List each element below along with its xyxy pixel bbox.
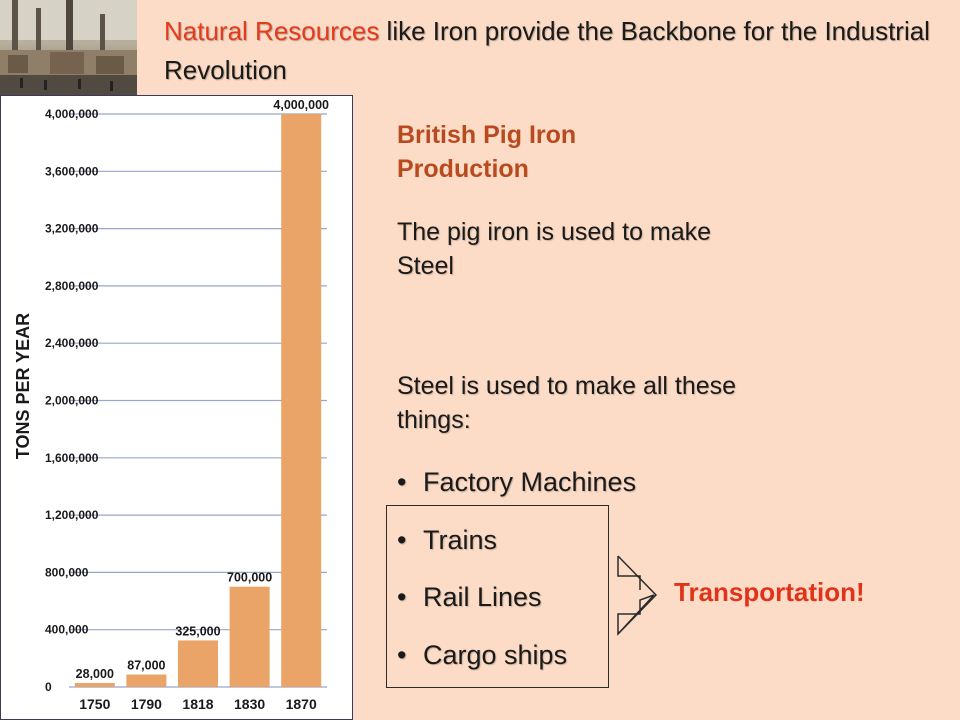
- x-tick-label: 1750: [79, 696, 110, 712]
- y-tick-label: 2,400,000: [45, 336, 99, 350]
- steel-note: The pig iron is used to make Steel: [397, 218, 712, 280]
- data-label: 4,000,000: [273, 98, 329, 112]
- x-tick-label: 1870: [286, 696, 317, 712]
- x-tick-label: 1790: [131, 696, 162, 712]
- slide-title: Natural Resources like Iron provide the …: [164, 12, 944, 90]
- list-item-label: Trains: [423, 524, 498, 555]
- x-tick-label: 1830: [234, 696, 265, 712]
- transportation-label: Transportation!: [674, 577, 865, 607]
- bar: [74, 682, 115, 687]
- bullet-dot: •: [397, 582, 407, 612]
- bar-chart-svg: 0 400,000 800,000 1,200,000 1,600,000 2,000,0…: [13, 98, 329, 712]
- arrow-right-icon: [617, 555, 658, 636]
- factory-scene-image: [0, 0, 137, 97]
- list-item-label: Rail Lines: [423, 582, 542, 612]
- y-tick-label: 0: [45, 680, 52, 694]
- bullet-dot: •: [397, 639, 407, 670]
- y-tick-label: 1,600,000: [45, 451, 99, 465]
- y-tick-label: 800,000: [45, 565, 89, 579]
- steel-uses-list: • Factory Machines • Trains • Rail Lines • C…: [397, 464, 636, 694]
- list-item: • Rail Lines: [397, 579, 636, 637]
- bullet-dot: •: [397, 524, 407, 555]
- bullet-dot: •: [397, 467, 407, 497]
- y-tick-label: 3,200,000: [45, 222, 99, 236]
- y-tick-label: 1,200,000: [45, 508, 99, 522]
- y-tick-label: 4,000,000: [45, 107, 99, 121]
- data-label: 700,000: [227, 571, 272, 585]
- y-tick-label: 3,600,000: [45, 164, 99, 178]
- bar: [229, 586, 270, 687]
- bar: [126, 674, 167, 687]
- data-label: 87,000: [127, 659, 165, 673]
- list-item: • Cargo ships: [397, 637, 636, 695]
- pig-iron-chart: 0 400,000 800,000 1,200,000 1,600,000 2,000,0…: [0, 95, 353, 720]
- list-item-label: Factory Machines: [423, 467, 637, 497]
- x-tick-label: 1818: [182, 696, 213, 712]
- title-accent: Natural Resources: [164, 16, 380, 46]
- chart-subtitle: British Pig Iron Production: [397, 121, 577, 183]
- data-label: 325,000: [175, 624, 220, 638]
- bar: [178, 640, 218, 687]
- y-tick-label: 400,000: [45, 623, 89, 637]
- steel-uses-note: Steel is used to make all these things:: [397, 372, 737, 434]
- y-tick-label: 2,000,000: [45, 394, 99, 408]
- list-item: • Trains: [397, 522, 636, 580]
- data-label: 28,000: [76, 667, 114, 681]
- y-axis-label: TONS PER YEAR: [13, 313, 33, 459]
- list-item-label: Cargo ships: [423, 639, 568, 670]
- bar: [281, 114, 322, 687]
- title-rest: like Iron provide the Backbone for the I…: [164, 16, 930, 85]
- list-item: • Factory Machines: [397, 464, 636, 522]
- y-tick-label: 2,800,000: [45, 279, 99, 293]
- factory-painting-thumbnail: [0, 0, 137, 97]
- transport-group-box: [386, 505, 609, 688]
